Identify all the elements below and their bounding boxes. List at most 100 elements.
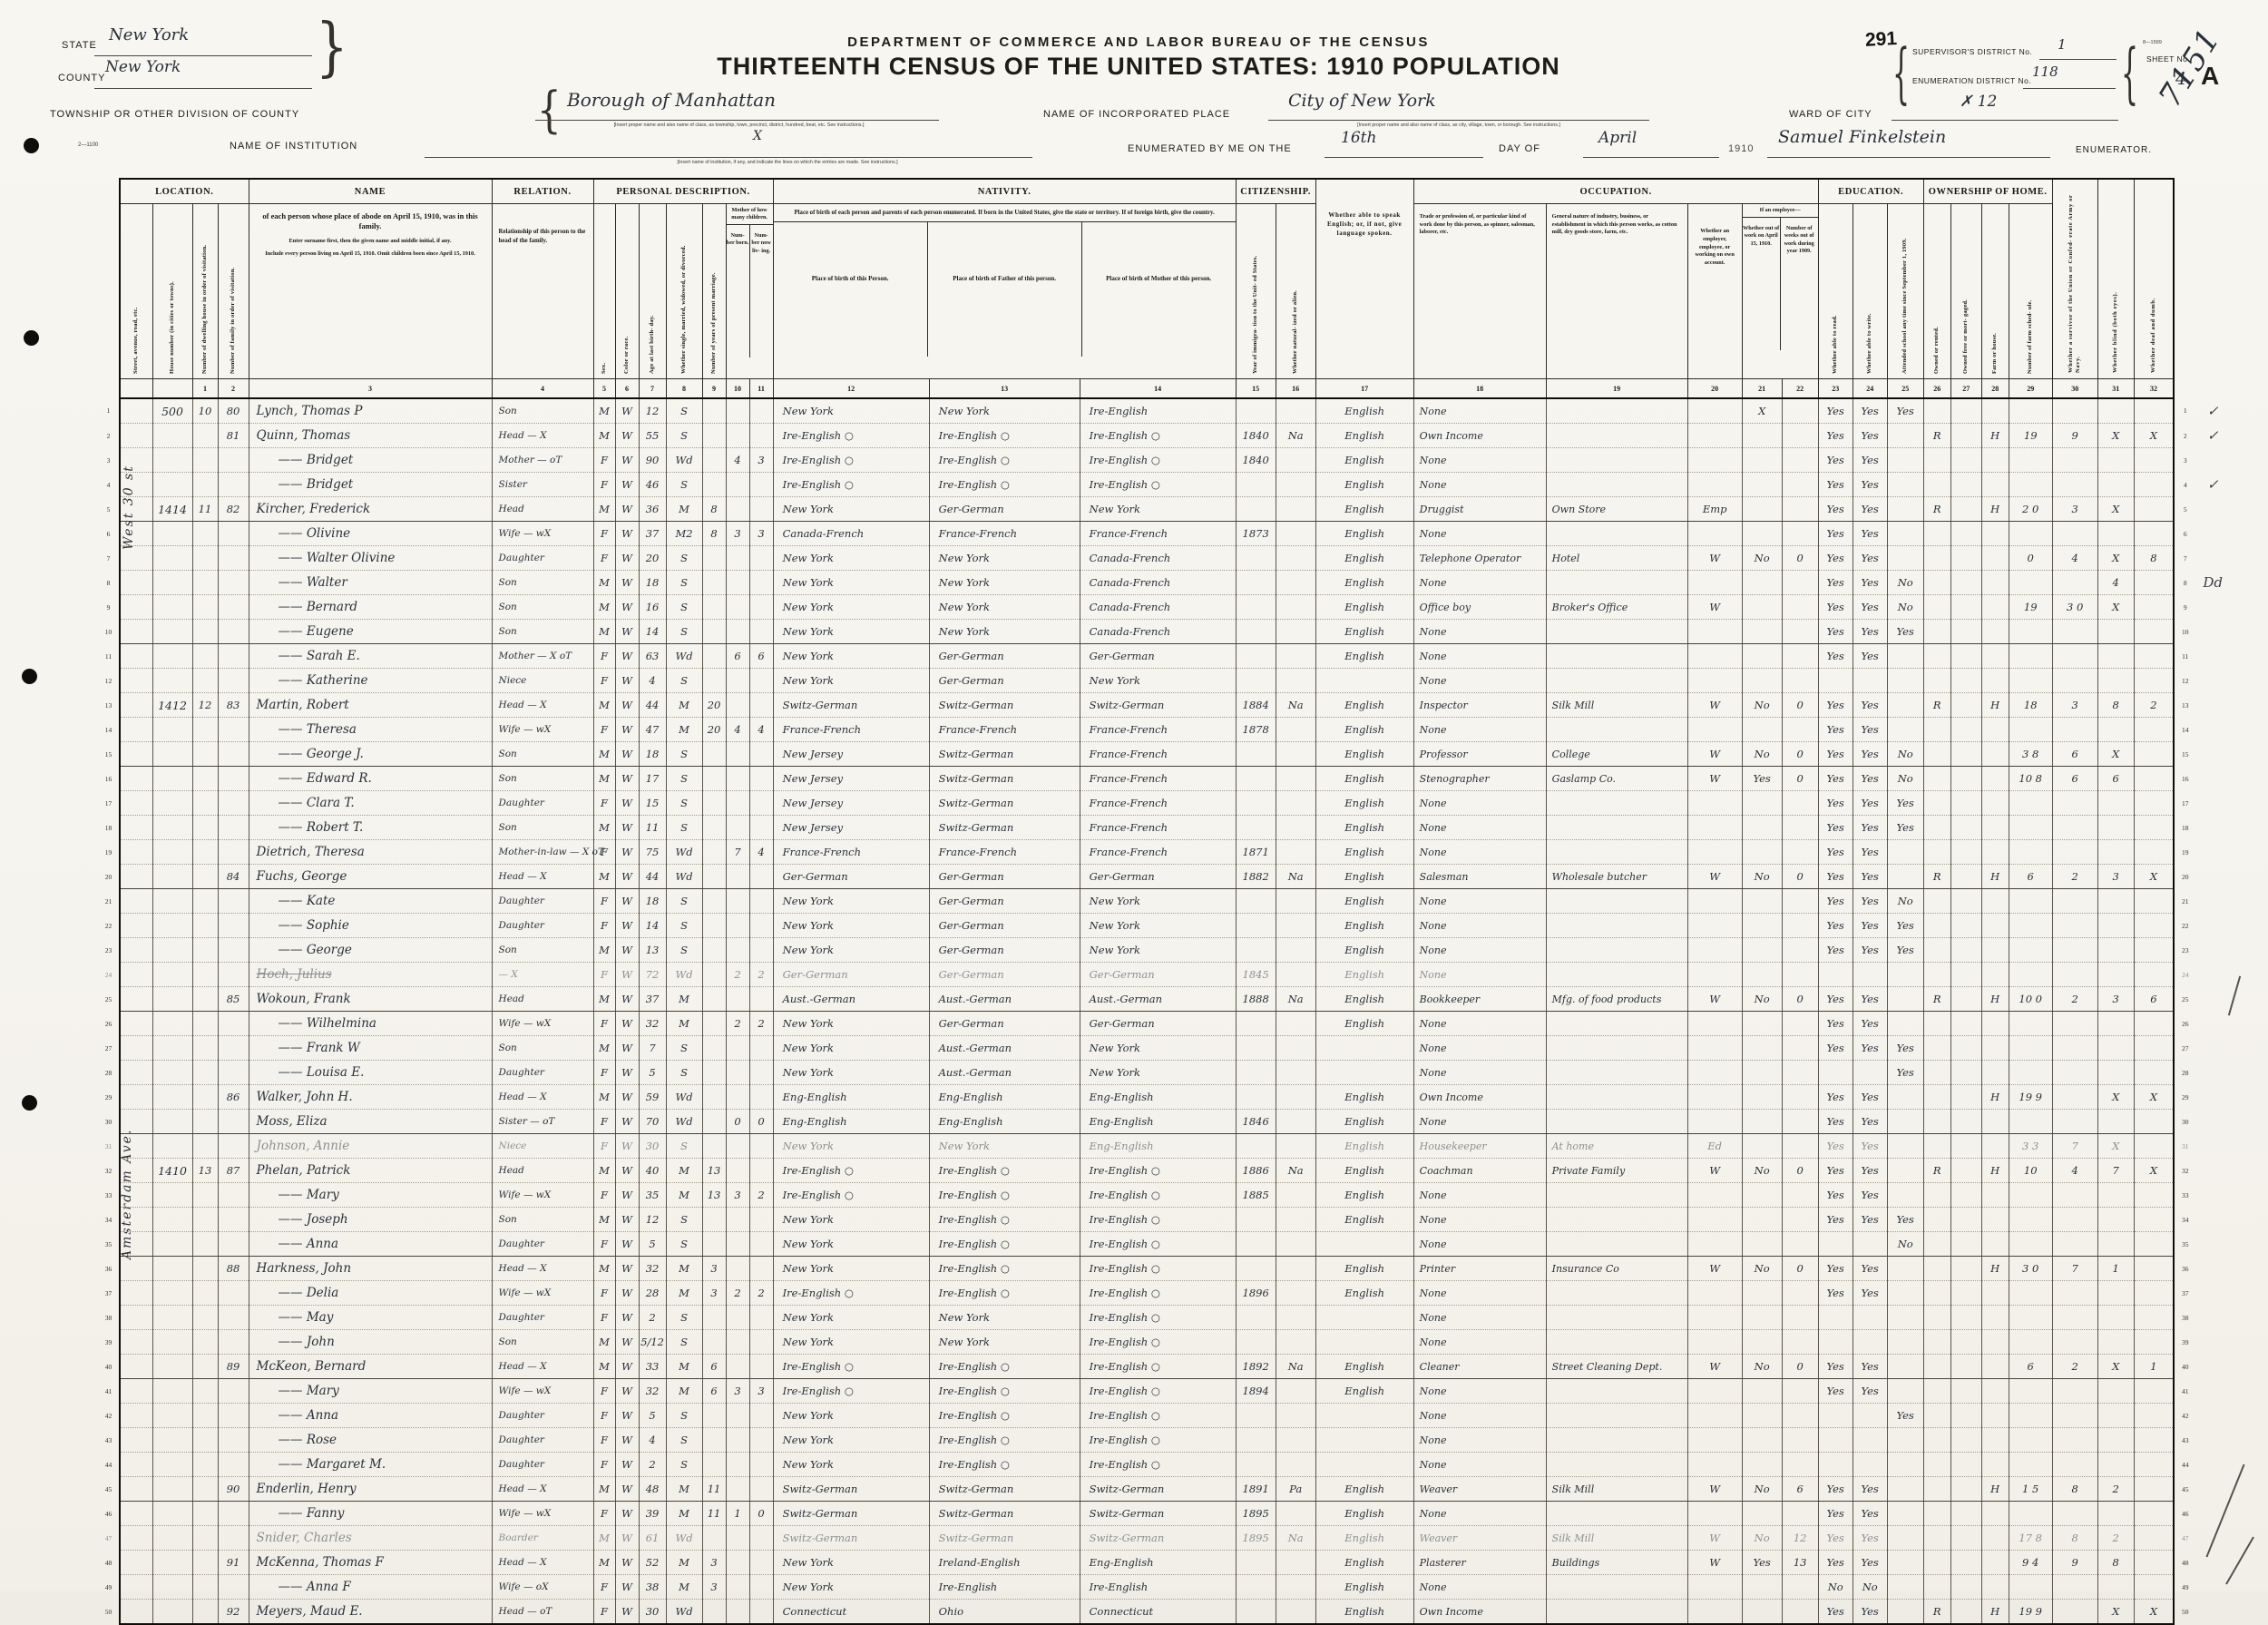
cell-bpm: Ire-English ○ [1079, 1256, 1237, 1281]
cell-nat [1275, 790, 1316, 816]
cell-rn: 49 [2181, 1582, 2189, 1591]
cell-o29 [2008, 1207, 2053, 1232]
cell-imm: 1840 [1235, 423, 1276, 448]
cell-o28: H [1980, 1476, 2009, 1502]
cell-bpm: France-French [1079, 766, 1237, 791]
cell-sch [1886, 447, 1924, 473]
cell-bpf: Ire-English ○ [928, 1354, 1080, 1379]
cell-nat: Na [1275, 986, 1316, 1012]
cell-dw [191, 545, 219, 571]
cell-o30 [2051, 1060, 2098, 1085]
cell-occ: None [1413, 962, 1547, 987]
cell-age: 2 [638, 1452, 667, 1477]
cell-ow: X [1741, 398, 1783, 424]
cell-o32: X [2133, 1158, 2175, 1183]
cell-bpf: France-French [928, 521, 1080, 546]
cell-n: 23 [104, 945, 112, 954]
cell-sch [1886, 472, 1924, 497]
cell-imm [1235, 1329, 1276, 1355]
cell-fam: 85 [217, 986, 249, 1012]
cell-wks: 0 [1781, 1354, 1819, 1379]
cell-edge [2195, 522, 2230, 546]
cell-name: Meyers, Maud E. [248, 1599, 493, 1625]
cell-o28 [1980, 570, 2009, 595]
cell-o26 [1922, 815, 1951, 840]
cell-bp: New York [772, 619, 930, 644]
cell-o32 [2133, 447, 2175, 473]
cell-age: 7 [638, 1035, 667, 1061]
cell-dw [191, 619, 219, 644]
cell-o30 [2051, 521, 2098, 546]
cell-nat [1275, 741, 1316, 767]
cell-bpm: Ire-English ○ [1079, 1452, 1237, 1477]
cell-o26 [1922, 398, 1951, 424]
cell-rd [1817, 1452, 1853, 1477]
cell-cl: 2 [748, 1182, 774, 1208]
cell-dw [191, 643, 219, 669]
cell-name: —— Rose [248, 1427, 493, 1453]
cell-wks [1781, 447, 1819, 473]
cell-o31: X [2097, 423, 2135, 448]
cell-n: 16 [104, 774, 112, 783]
table-row: 40 89 McKeon, Bernard Head — X M W 33 M 6 Ire-Eng… [98, 1354, 2230, 1379]
cell-lang: English [1315, 472, 1414, 497]
cell-o26 [1922, 1550, 1951, 1575]
column-number-row: 1 2 3 4 5 6 7 8 9 10 11 12 13 14 15 16 17 18 19 20 21 22 23 24 2… [98, 378, 2230, 399]
cell-house: 1412 [152, 692, 193, 718]
cell-o31: X [2097, 1084, 2135, 1110]
cell-o31 [2097, 717, 2135, 742]
col-farm-schedule-header: Number of farm sched- ule. [2008, 203, 2053, 379]
cell-yrs [701, 1329, 727, 1355]
cell-n: 37 [104, 1288, 112, 1297]
cell-emp [1686, 1378, 1743, 1404]
cell-o28 [1980, 1280, 2009, 1306]
cell-o26 [1922, 766, 1951, 791]
cell-house [152, 1501, 193, 1526]
cell-cl [748, 986, 774, 1012]
cell-cl [748, 1476, 774, 1502]
cell-mar: M [665, 1476, 703, 1502]
cell-yrs [701, 937, 727, 963]
cell-o30 [2051, 937, 2098, 963]
cell-n: 50 [104, 1607, 112, 1616]
cell-age: 15 [638, 790, 667, 816]
cell-o26 [1922, 839, 1951, 865]
cell-cl [748, 1158, 774, 1183]
cell-bpm: New York [1079, 496, 1237, 522]
cell-lang [1315, 1060, 1414, 1085]
cell-o31: 8 [2097, 692, 2135, 718]
cell-fam: 84 [217, 864, 249, 889]
cell-o29 [2008, 1427, 2053, 1453]
cell-occ: None [1413, 717, 1547, 742]
cell-ow: No [1741, 986, 1783, 1012]
cell-bp: New York [772, 913, 930, 938]
table-row: 2 81 Quinn, Thomas Head — X M W 55 S Ire-English… [98, 423, 2230, 448]
cell-rd: Yes [1817, 790, 1853, 816]
table-row: 38 —— May Daughter F W 2 S New York New York Ire-… [98, 1305, 2230, 1330]
cell-o30 [2051, 1452, 2098, 1477]
cell-rn: 40 [2181, 1362, 2189, 1371]
cell-cb [725, 888, 750, 914]
cell-house [152, 1599, 193, 1625]
cell-o28 [1980, 1574, 2009, 1600]
cell-bpm: New York [1079, 888, 1237, 914]
cell-ind [1545, 398, 1688, 424]
cell-cl [748, 937, 774, 963]
cell-o31 [2097, 1280, 2135, 1306]
cell-occ: None [1413, 521, 1547, 546]
cell-occ: Weaver [1413, 1476, 1547, 1502]
cell-bp: New Jersey [772, 766, 930, 791]
cell-fam [217, 1109, 249, 1134]
col-farm-house-header: Farm or house. [1980, 203, 2009, 379]
cell-n: 35 [104, 1239, 112, 1248]
cell-fam [217, 1574, 249, 1600]
cell-dw: 13 [191, 1158, 219, 1183]
cell-cb [725, 913, 750, 938]
cell-o28 [1980, 1305, 2009, 1330]
cell-rel: Daughter [491, 1427, 594, 1453]
cell-ow [1741, 594, 1783, 620]
cell-o26: R [1922, 986, 1951, 1012]
cell-fam [217, 766, 249, 791]
column-number: 23 [1817, 378, 1853, 399]
table-row: 7 —— Walter Olivine Daughter F W 20 S New York N… [98, 545, 2230, 571]
